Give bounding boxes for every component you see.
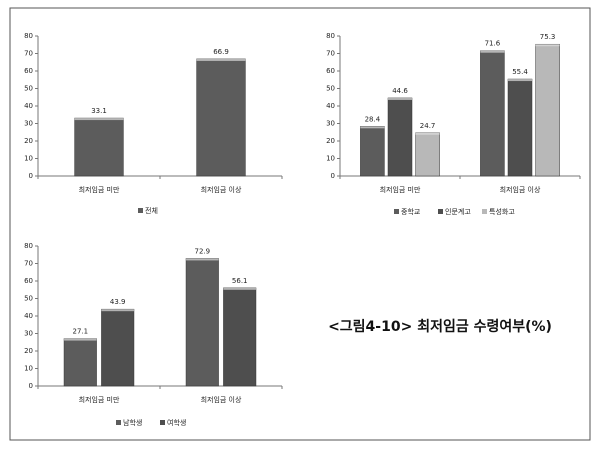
y-tick-label: 20 <box>24 137 33 145</box>
value-label: 75.3 <box>540 33 556 41</box>
y-tick-label: 50 <box>24 85 33 93</box>
y-tick-label: 50 <box>24 295 33 303</box>
y-tick-label: 80 <box>24 32 33 40</box>
y-tick-label: 70 <box>24 260 33 268</box>
bar <box>480 50 505 177</box>
x-tick-label: 최저임금 미만 <box>380 185 421 194</box>
bar-highlight <box>360 126 385 129</box>
y-tick-label: 30 <box>24 330 33 338</box>
value-label: 56.1 <box>232 277 248 285</box>
x-tick-label: 최저임금 이상 <box>201 185 242 194</box>
bar <box>63 338 97 387</box>
value-label: 55.4 <box>512 68 528 76</box>
bar <box>185 258 219 387</box>
caption: <그림4-10> 최저임금 수령여부(%) <box>328 318 552 335</box>
bar-highlight <box>480 50 505 53</box>
y-tick-label: 80 <box>326 32 335 40</box>
y-tick-label: 10 <box>24 155 33 163</box>
legend-label: 인문계고 <box>445 207 471 216</box>
legend-label: 전체 <box>145 206 158 215</box>
bar <box>387 97 413 177</box>
bar-highlight <box>415 132 440 135</box>
y-tick-label: 30 <box>326 120 335 128</box>
bar <box>223 287 257 387</box>
y-tick-label: 50 <box>326 85 335 93</box>
value-label: 71.6 <box>485 40 501 48</box>
bar <box>74 117 124 177</box>
bar-highlight <box>74 118 124 121</box>
bar-highlight <box>186 258 219 261</box>
bar-highlight <box>223 287 256 290</box>
bar-highlight <box>508 79 532 82</box>
y-tick-label: 60 <box>24 277 33 285</box>
value-label: 72.9 <box>194 247 210 255</box>
legend-marker <box>438 209 443 214</box>
y-tick-label: 20 <box>24 347 33 355</box>
x-tick-label: 최저임금 미만 <box>79 395 120 404</box>
legend-label: 중학교 <box>401 207 421 216</box>
legend-marker <box>160 420 165 425</box>
y-tick-label: 60 <box>24 67 33 75</box>
bar-highlight <box>388 97 412 100</box>
legend-label: 여학생 <box>167 418 186 427</box>
y-tick-label: 10 <box>24 365 33 373</box>
bar-highlight <box>535 44 560 47</box>
y-tick-label: 30 <box>24 120 33 128</box>
y-tick-label: 20 <box>326 137 335 145</box>
bar <box>360 126 385 177</box>
value-label: 24.7 <box>420 122 436 130</box>
bar <box>535 43 560 177</box>
value-label: 28.4 <box>365 115 381 123</box>
y-tick-label: 70 <box>326 50 335 58</box>
value-label: 43.9 <box>110 298 126 306</box>
x-tick-label: 최저임금 이상 <box>201 395 242 404</box>
frame <box>9 7 591 441</box>
value-label: 33.1 <box>91 107 107 115</box>
y-tick-label: 0 <box>29 172 33 180</box>
bar <box>196 58 246 177</box>
x-tick-label: 최저임금 이상 <box>500 185 541 194</box>
bar <box>415 132 440 177</box>
bar-highlight <box>64 338 97 341</box>
bar <box>101 308 135 387</box>
bar-highlight <box>101 309 134 312</box>
legend-marker <box>116 420 121 425</box>
bar-highlight <box>196 58 246 61</box>
y-tick-label: 40 <box>24 312 33 320</box>
legend-label: 특성화고 <box>489 207 515 216</box>
y-tick-label: 0 <box>331 172 335 180</box>
y-tick-label: 70 <box>24 50 33 58</box>
y-tick-label: 10 <box>326 155 335 163</box>
y-tick-label: 60 <box>326 67 335 75</box>
legend-marker <box>482 209 487 214</box>
legend-marker <box>394 209 399 214</box>
value-label: 27.1 <box>72 328 88 336</box>
y-tick-label: 40 <box>24 102 33 110</box>
legend-marker <box>138 208 143 213</box>
bar <box>507 78 533 177</box>
value-label: 66.9 <box>213 48 229 56</box>
value-label: 44.6 <box>392 87 408 95</box>
x-tick-label: 최저임금 미만 <box>79 185 120 194</box>
y-tick-label: 0 <box>29 382 33 390</box>
y-tick-label: 40 <box>326 102 335 110</box>
y-tick-label: 80 <box>24 242 33 250</box>
legend-label: 남학생 <box>123 418 142 427</box>
